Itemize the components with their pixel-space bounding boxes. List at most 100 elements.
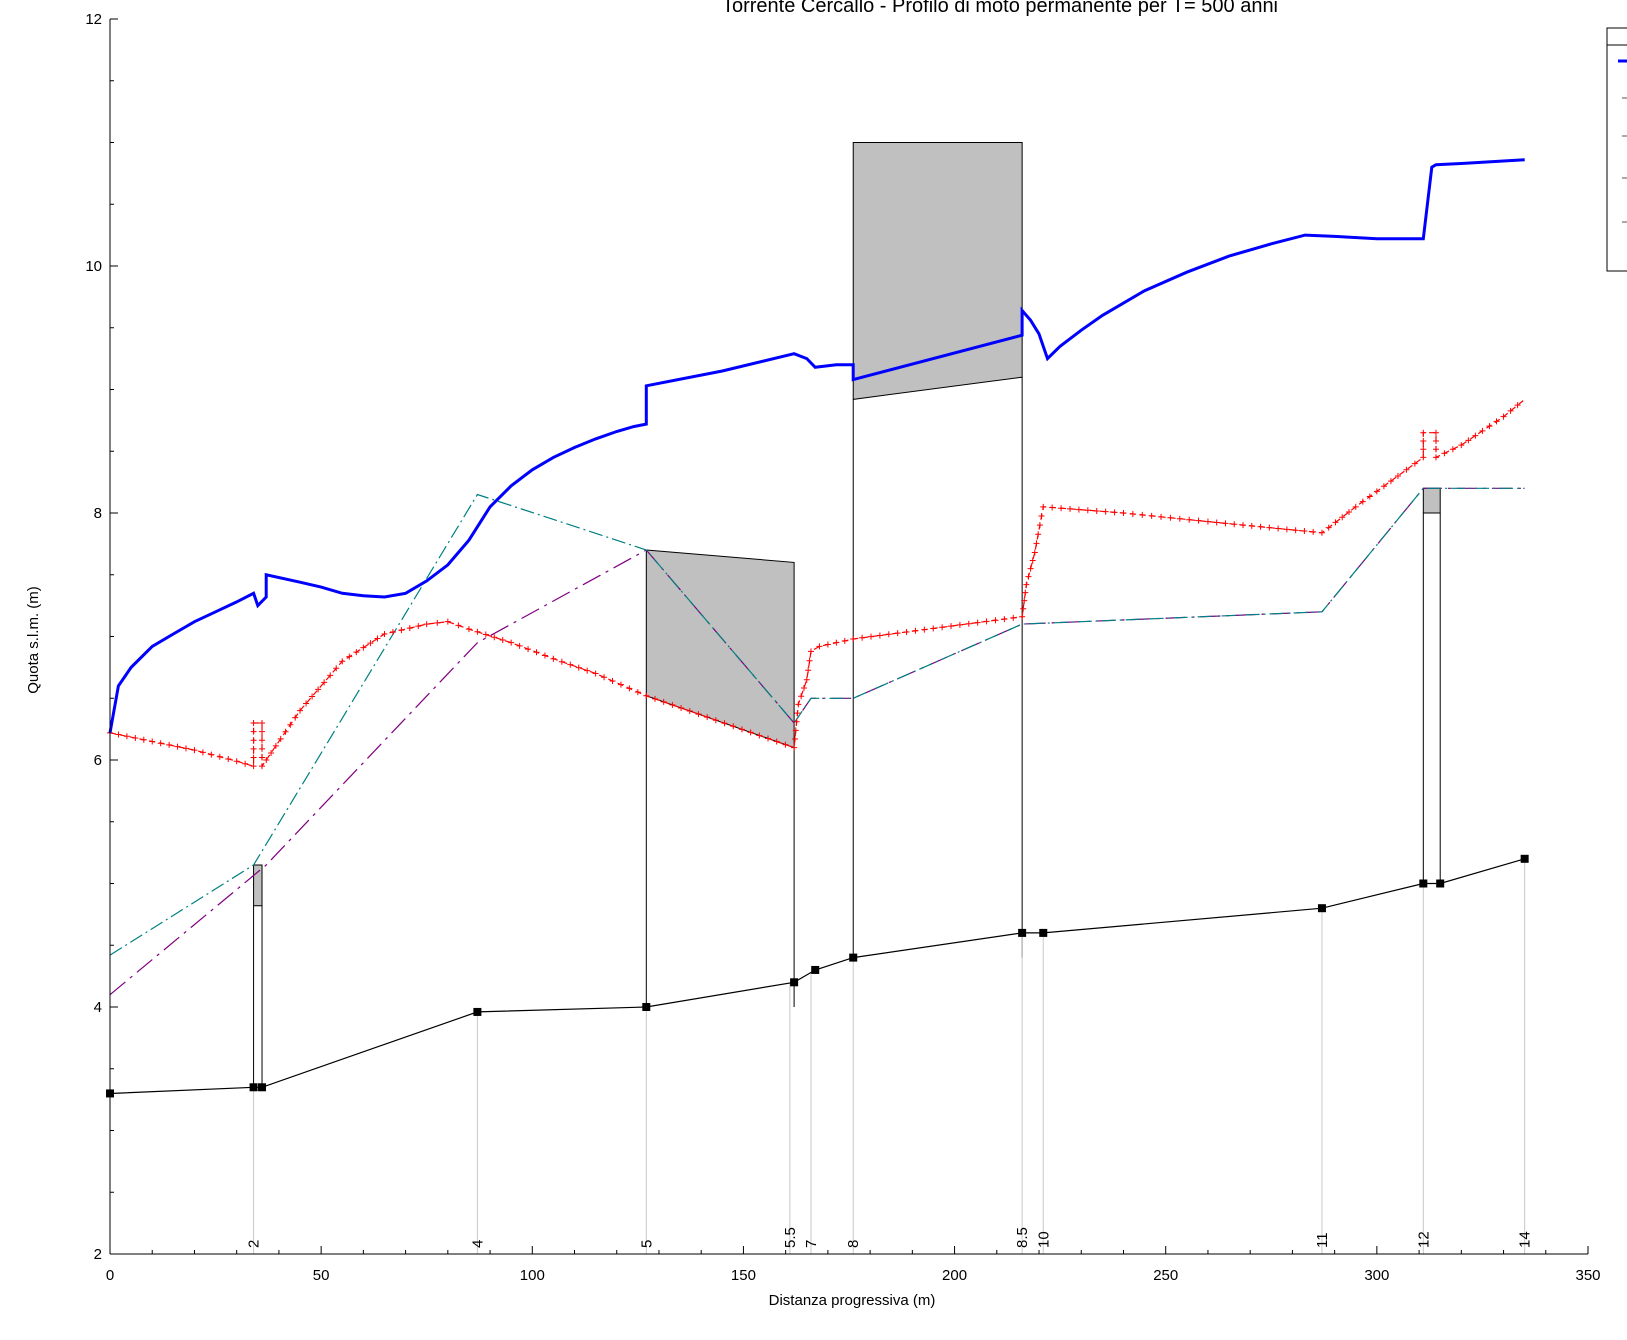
section-label: 14 xyxy=(1517,1231,1534,1248)
critical-depth-marker xyxy=(791,736,798,743)
critical-depth-marker xyxy=(1120,510,1127,516)
critical-depth-marker xyxy=(1111,509,1118,516)
critical-depth-marker xyxy=(465,626,472,633)
y-tick-label: 6 xyxy=(94,752,102,769)
critical-depth-marker xyxy=(1465,437,1472,444)
critical-depth-marker xyxy=(558,658,565,665)
critical-depth-marker xyxy=(1167,514,1174,521)
critical-depth-marker xyxy=(609,677,616,684)
critical-depth-marker xyxy=(956,621,963,628)
critical-depth-marker xyxy=(250,763,257,770)
structures-layer xyxy=(253,142,1441,1088)
critical-depth-marker xyxy=(346,653,353,660)
critical-depth-marker xyxy=(1458,442,1465,449)
critical-depth-marker xyxy=(1102,508,1109,515)
critical-depth-marker xyxy=(1049,504,1056,511)
critical-depth-marker xyxy=(807,648,814,655)
series-line-bank-left xyxy=(109,487,1525,956)
critical-depth-marker xyxy=(216,753,223,760)
critical-depth-marker xyxy=(1432,429,1439,436)
critical-depth-marker xyxy=(1023,581,1030,588)
critical-depth-marker xyxy=(773,738,780,745)
critical-depth-marker xyxy=(259,737,266,744)
critical-depth-marker xyxy=(277,735,284,742)
y-tick-label: 2 xyxy=(94,1246,102,1263)
critical-depth-marker xyxy=(730,723,737,730)
critical-depth-marker xyxy=(259,728,266,735)
critical-depth-marker xyxy=(939,624,946,631)
critical-depth-marker xyxy=(491,634,498,641)
critical-depth-marker xyxy=(948,623,955,630)
critical-depth-marker xyxy=(782,741,789,748)
critical-depth-marker xyxy=(660,698,667,705)
critical-depth-marker xyxy=(791,744,798,751)
critical-depth-marker xyxy=(360,644,367,651)
bed-point-marker xyxy=(1039,928,1048,937)
critical-depth-marker xyxy=(669,701,676,708)
critical-depth-marker xyxy=(1248,522,1255,529)
critical-depth-marker xyxy=(841,637,848,644)
critical-depth-marker xyxy=(1325,524,1332,531)
critical-depth-marker xyxy=(174,743,181,750)
critical-depth-marker xyxy=(140,736,147,743)
critical-depth-marker xyxy=(149,738,156,745)
critical-depth-marker xyxy=(381,631,388,638)
structure-deck xyxy=(253,864,263,907)
critical-depth-marker xyxy=(1027,565,1034,572)
critical-depth-marker xyxy=(1020,605,1027,612)
critical-depth-marker xyxy=(1213,519,1220,526)
critical-depth-marker xyxy=(297,707,304,714)
critical-depth-marker xyxy=(704,714,711,721)
critical-depth-marker xyxy=(525,646,532,653)
critical-depth-marker xyxy=(894,630,901,637)
critical-depth-marker xyxy=(1040,503,1047,510)
bed-markers-layer xyxy=(106,854,1529,1098)
critical-depth-marker xyxy=(1075,506,1082,513)
critical-depth-marker xyxy=(795,701,802,708)
critical-depth-marker xyxy=(1257,523,1264,530)
bed-point-marker xyxy=(473,1007,482,1016)
critical-depth-marker xyxy=(833,639,840,646)
critical-depth-marker xyxy=(541,652,548,659)
bed-point-marker xyxy=(811,965,820,974)
section-label: 12 xyxy=(1415,1231,1432,1248)
critical-depth-marker xyxy=(333,665,340,672)
critical-depth-marker xyxy=(747,729,754,736)
critical-depth-marker xyxy=(183,745,190,752)
critical-depth-marker xyxy=(678,704,685,711)
x-tick-label: 300 xyxy=(1364,1267,1389,1284)
critical-depth-marker xyxy=(1186,516,1193,523)
critical-depth-marker xyxy=(259,719,266,726)
critical-depth-marker xyxy=(533,649,540,656)
x-tick-label: 150 xyxy=(731,1267,756,1284)
y-tick-label: 8 xyxy=(94,505,102,522)
critical-depth-marker xyxy=(930,625,937,632)
section-label: 2 xyxy=(246,1240,263,1248)
x-tick-label: 250 xyxy=(1153,1267,1178,1284)
critical-depth-marker xyxy=(903,628,910,635)
critical-depth-marker xyxy=(225,756,232,763)
critical-depth-marker xyxy=(695,711,702,718)
critical-depth-marker xyxy=(268,749,275,756)
critical-depth-marker xyxy=(242,760,249,767)
critical-depth-marker xyxy=(1332,519,1339,526)
critical-depth-marker xyxy=(1283,526,1290,533)
critical-depth-marker xyxy=(1420,429,1427,436)
x-tick-label: 100 xyxy=(520,1267,545,1284)
critical-depth-marker xyxy=(575,664,582,671)
critical-depth-marker xyxy=(805,667,812,674)
legend-box xyxy=(1606,27,1627,272)
legend xyxy=(1606,27,1627,272)
critical-depth-marker xyxy=(584,667,591,674)
critical-depth-marker xyxy=(1420,446,1427,453)
critical-depth-marker xyxy=(339,658,346,665)
critical-depth-marker xyxy=(792,727,799,734)
critical-depth-marker xyxy=(806,657,813,664)
critical-depth-marker xyxy=(423,621,430,628)
critical-depth-marker xyxy=(1195,517,1202,524)
x-tick-label: 0 xyxy=(106,1267,114,1284)
bed-point-marker xyxy=(790,978,799,987)
critical-depth-marker xyxy=(1403,466,1410,473)
critical-depth-marker xyxy=(1441,450,1448,457)
